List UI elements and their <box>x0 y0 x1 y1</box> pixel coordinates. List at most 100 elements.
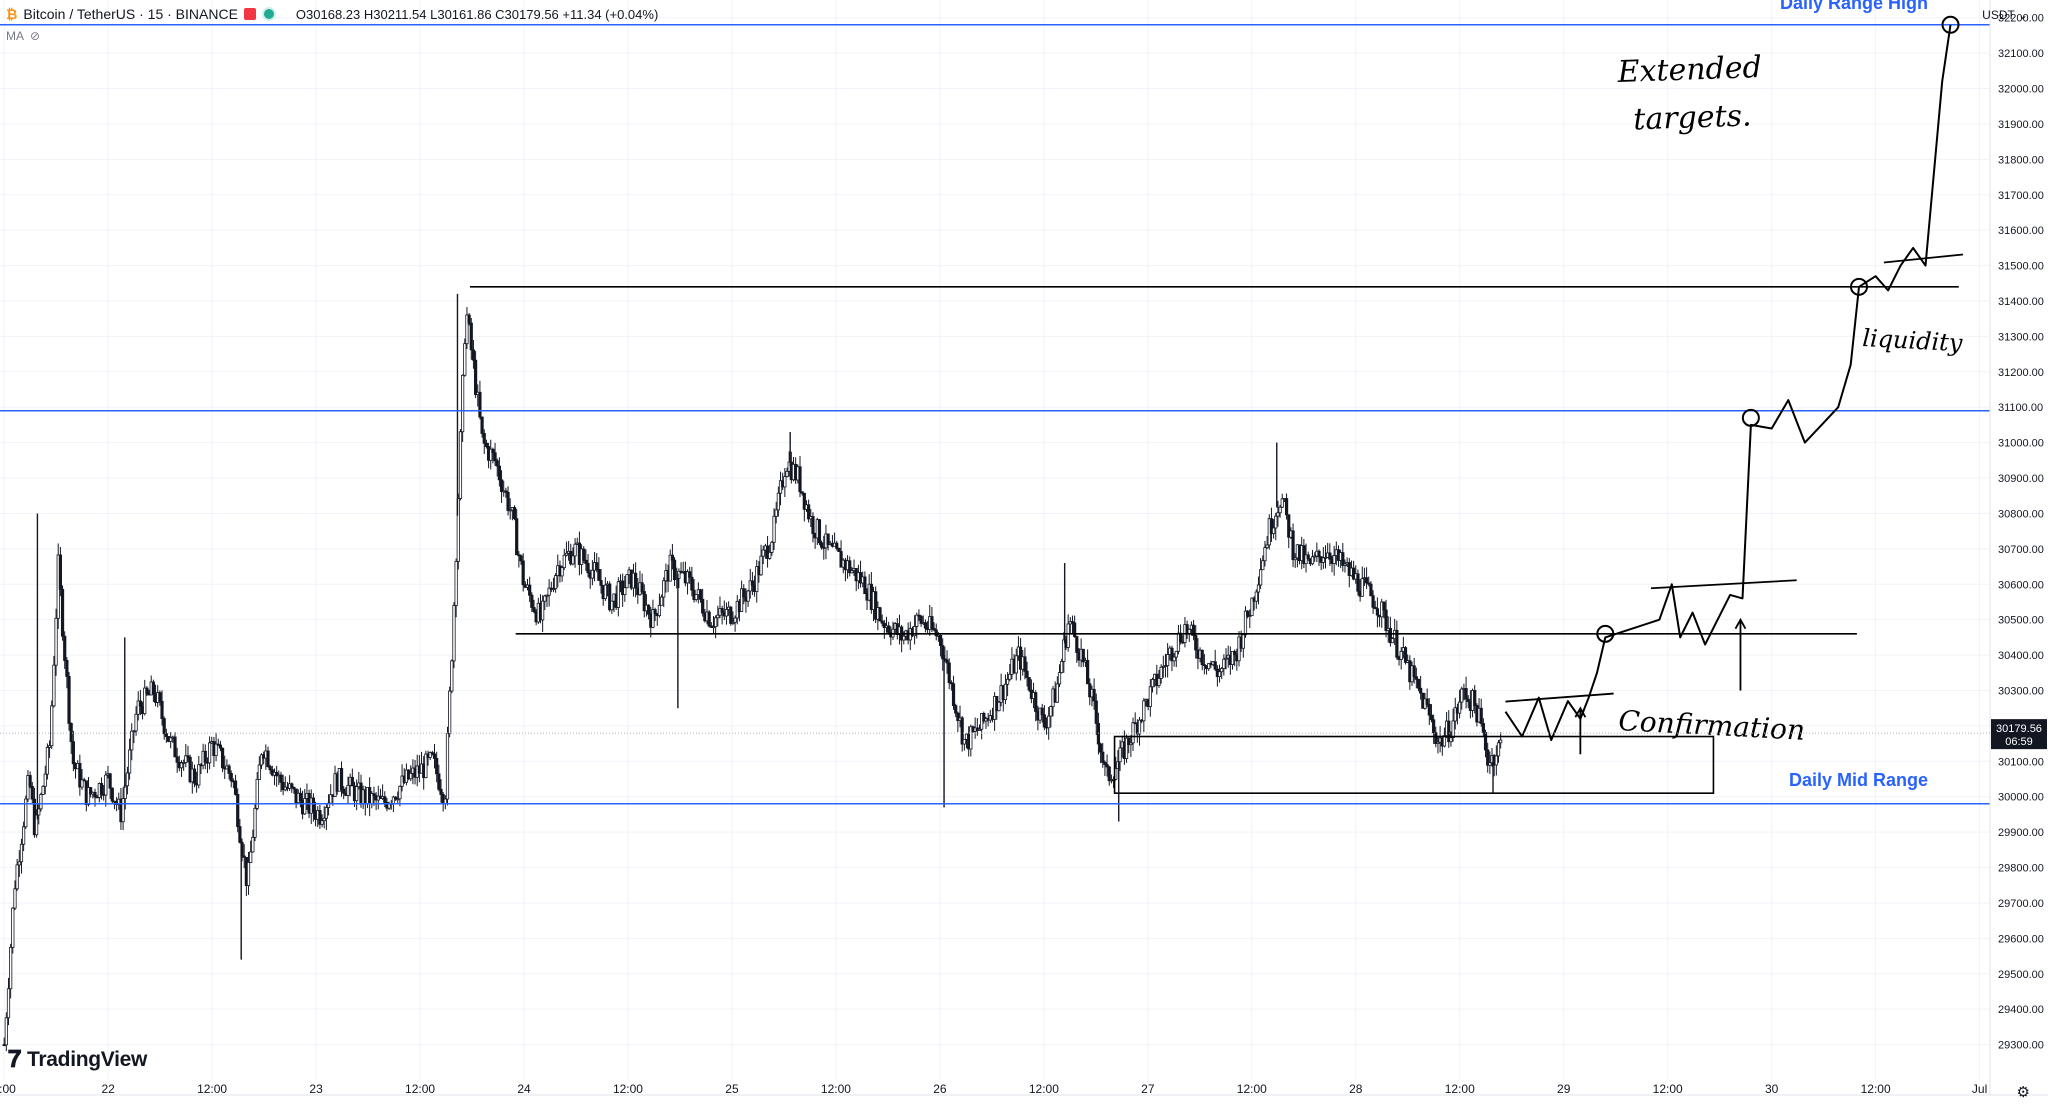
indicator-legend[interactable]: MA ⊘ <box>6 29 40 43</box>
candle-body <box>80 779 84 788</box>
candle-body <box>1101 751 1105 763</box>
gear-icon[interactable]: ⚙ <box>2016 1084 2030 1101</box>
candle-body <box>1025 670 1029 678</box>
time-tick-label: 22 <box>101 1082 115 1096</box>
candle-body <box>450 660 454 692</box>
last-price-tag <box>1991 719 2047 750</box>
candle-body <box>584 559 588 564</box>
candle-body <box>541 600 545 621</box>
candle-body <box>698 589 703 600</box>
candle-body <box>1034 692 1038 712</box>
candle-body <box>603 584 607 600</box>
candle-body <box>528 584 532 596</box>
candle-body <box>740 588 744 612</box>
candle-body <box>259 754 264 766</box>
candle-body <box>121 798 125 823</box>
arrow-up-icon <box>1574 706 1587 755</box>
candle-body <box>439 788 443 795</box>
candle-body <box>1159 666 1163 679</box>
candle-body <box>543 595 547 602</box>
candle-body <box>253 807 257 838</box>
candle-body <box>43 773 47 787</box>
candle-body <box>203 750 207 763</box>
candle-body <box>78 763 82 788</box>
candle-body <box>1157 678 1161 687</box>
candle-body <box>1360 578 1364 597</box>
candle-body <box>1371 595 1375 608</box>
candle-body <box>197 764 201 786</box>
candle-body <box>1174 650 1178 658</box>
candle-body <box>218 744 223 749</box>
candle-body <box>1464 688 1468 700</box>
candle-body <box>761 549 765 557</box>
candle-body <box>532 607 536 612</box>
candle-body <box>320 820 324 825</box>
candle-body <box>19 843 24 863</box>
candle-body <box>919 615 923 624</box>
candle-body <box>1207 663 1211 670</box>
candle-body <box>1384 609 1388 631</box>
candle-body <box>1269 518 1274 535</box>
candle-body <box>608 583 612 611</box>
candle-body <box>930 616 934 629</box>
candle-body <box>1222 658 1226 669</box>
candle-body <box>1194 635 1198 651</box>
candle-body <box>266 750 270 767</box>
candle-body <box>82 779 86 782</box>
eye-off-icon[interactable]: ⊘ <box>30 29 41 43</box>
candle-body <box>634 572 638 589</box>
candle-body <box>458 431 463 499</box>
candle-body <box>175 756 179 763</box>
candle-body <box>941 645 945 660</box>
price-tick-label: 32100.00 <box>1998 48 2044 60</box>
candle-body <box>772 515 776 543</box>
candle-body <box>571 555 575 565</box>
candle-body <box>932 627 936 631</box>
currency-selector[interactable]: USDT ⌄ <box>1982 8 2028 22</box>
candle-body <box>4 1017 8 1046</box>
candle-body <box>625 574 629 589</box>
candle-body <box>1014 655 1018 674</box>
candle-body <box>104 774 108 796</box>
candle-body <box>1086 660 1090 685</box>
candle-body <box>495 460 499 467</box>
candle-body <box>125 772 130 787</box>
candle-body <box>731 621 735 624</box>
time-tick-label: 12:00 <box>1861 1082 1891 1096</box>
candle-body <box>432 753 437 759</box>
candle-body <box>517 554 521 557</box>
price-tick-label: 32000.00 <box>1998 84 2044 96</box>
candle-body <box>346 784 350 796</box>
candle-body <box>99 783 104 795</box>
candle-body <box>1432 719 1436 734</box>
handwritten-note: targets. <box>1633 98 1752 137</box>
candle-body <box>800 491 804 494</box>
candle-body <box>1399 651 1403 660</box>
candle-body <box>1293 557 1297 561</box>
last-price-value: 30179.56 <box>1996 723 2042 735</box>
candle-body <box>227 765 231 774</box>
candle-body <box>275 771 279 777</box>
candle-body <box>34 814 39 836</box>
candle-body <box>521 560 525 586</box>
time-tick-label: 23 <box>309 1082 323 1096</box>
flag-icon[interactable] <box>243 8 256 20</box>
candle-body <box>1486 749 1490 766</box>
logo-text: TradingView <box>27 1048 148 1071</box>
candle-body <box>184 755 188 763</box>
candle-body <box>694 594 698 600</box>
candle-body <box>642 591 646 612</box>
symbol-title[interactable]: Bitcoin / TetherUS · 15 · BINANCE <box>23 6 238 22</box>
candle-body <box>1057 672 1062 685</box>
arrow-up-icon <box>1734 617 1747 691</box>
candle-body <box>670 554 674 561</box>
candle-body <box>164 733 168 737</box>
candle-body <box>785 470 789 478</box>
candle-body <box>1429 714 1434 721</box>
candle-body <box>1163 665 1168 667</box>
candle-body <box>774 509 778 517</box>
time-tick-label: 24 <box>517 1082 531 1096</box>
candle-body <box>640 582 644 592</box>
candle-body <box>1321 557 1325 563</box>
